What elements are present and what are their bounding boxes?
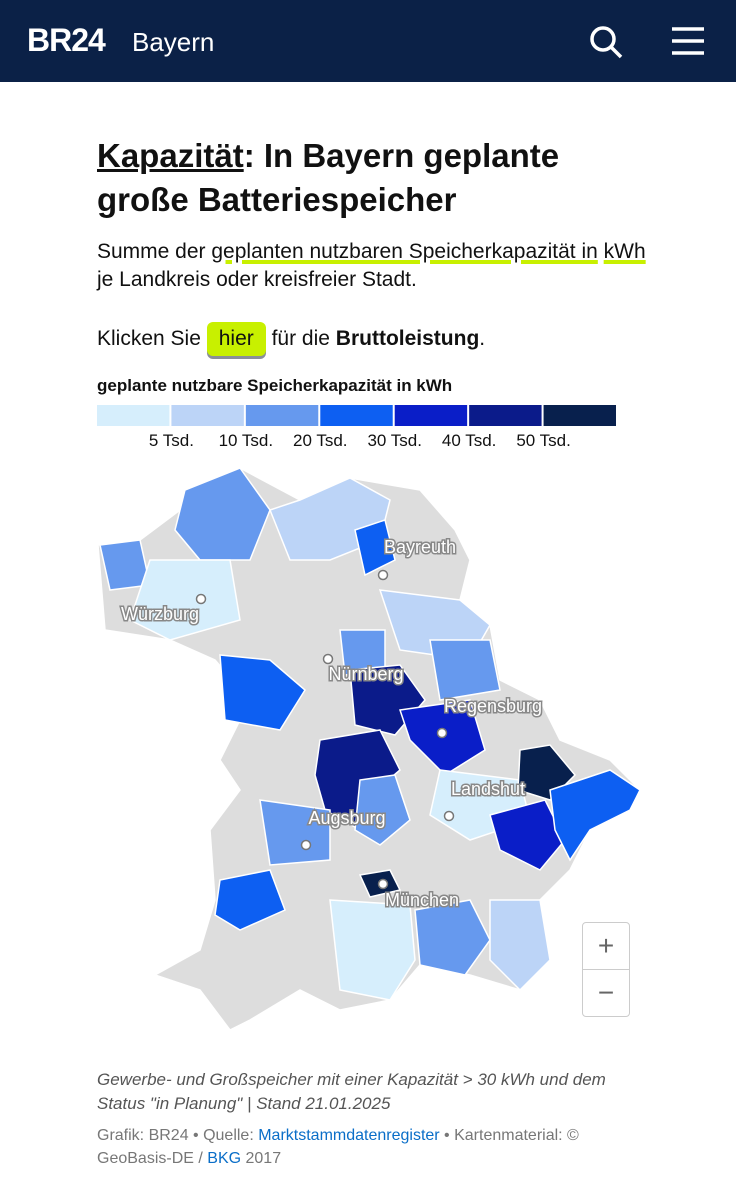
credits: Grafik: BR24 • Quelle: Marktstammdatenre… — [97, 1124, 657, 1170]
legend-label: 40 Tsd. — [442, 431, 497, 450]
city-dot — [322, 653, 334, 665]
text: 2017 — [241, 1150, 282, 1167]
title-link[interactable]: Kapazität — [97, 137, 244, 174]
legend-title: geplante nutzbare Speicherkapazität in k… — [97, 376, 453, 395]
subtitle: Summe der geplanten nutzbaren Speicherka… — [97, 238, 657, 294]
legend-swatch — [543, 405, 616, 426]
region — [489, 899, 551, 992]
region — [414, 899, 491, 976]
text: Klicken Sie — [97, 327, 207, 350]
text: Summe der — [97, 240, 212, 263]
brand-logo[interactable]: BR24 — [27, 22, 106, 58]
region — [354, 519, 396, 577]
legend-swatch — [245, 405, 319, 426]
source-link[interactable]: Marktstammdatenregister — [258, 1127, 440, 1144]
region — [174, 467, 271, 561]
title-text: : In Bayern geplante große Batteriespeic… — [97, 137, 560, 218]
text: . — [479, 327, 486, 350]
legend-swatch — [469, 405, 542, 426]
legend-label: 50 Tsd. — [516, 431, 571, 450]
region — [219, 654, 306, 731]
city-label: Würzburg — [121, 604, 199, 624]
region — [329, 899, 416, 1001]
text: je Landkreis oder kreisfreier Stadt. — [97, 268, 417, 291]
click-line: Klicken Sie hier für die Bruttoleistung. — [97, 322, 485, 356]
legend-swatch — [97, 405, 170, 426]
legend-label: 30 Tsd. — [367, 431, 422, 450]
city-dot — [300, 839, 312, 851]
region — [429, 639, 501, 701]
legend-label: 10 Tsd. — [219, 431, 274, 450]
legend-swatch — [320, 405, 393, 426]
city-label: Regensburg — [444, 696, 542, 716]
region — [549, 769, 641, 862]
text: Grafik: BR24 • Quelle: — [97, 1127, 259, 1144]
legend-label: 20 Tsd. — [293, 431, 348, 450]
search-icon[interactable] — [590, 26, 623, 59]
city-dot — [443, 810, 455, 822]
article-title: Kapazität: In Bayern geplante große Batt… — [97, 134, 657, 222]
highlight: geplanten nutzbaren Speicherkapazität in — [211, 240, 598, 263]
toggle-button[interactable]: hier — [206, 322, 266, 356]
region — [354, 774, 411, 846]
region — [129, 559, 241, 641]
header: BR24 Bayern — [0, 0, 736, 82]
text: für die — [265, 327, 336, 350]
city-dot — [195, 593, 207, 605]
highlight: kWh — [603, 240, 646, 263]
city-dot — [377, 878, 389, 890]
region-name[interactable]: Bayern — [132, 27, 215, 57]
city-label: Augsburg — [308, 808, 385, 828]
bkg-link[interactable]: BKG — [207, 1150, 242, 1167]
zoom-out[interactable]: − — [582, 969, 630, 1017]
region — [259, 799, 331, 866]
legend-label: 5 Tsd. — [149, 431, 194, 450]
legend-swatch — [394, 405, 468, 426]
note: Gewerbe- und Großspeicher mit einer Kapa… — [97, 1070, 606, 1113]
legend: 5 Tsd. 10 Tsd. 20 Tsd. 30 Tsd. 40 Tsd. 50 Tsd… — [97, 405, 616, 450]
city-label: München — [385, 890, 459, 910]
city-dot — [377, 569, 389, 581]
bold-text: Bruttoleistung — [335, 327, 480, 350]
city-dot — [436, 727, 448, 739]
header-icons — [590, 26, 704, 59]
city-label: Landshut — [451, 779, 525, 799]
city-label: Nürnberg — [328, 664, 403, 684]
text: • Kartenmaterial: © GeoBasis-DE / — [97, 1127, 579, 1167]
region — [214, 869, 286, 931]
region — [489, 799, 566, 871]
menu-icon[interactable] — [672, 27, 704, 55]
zoom-in[interactable]: + — [582, 922, 630, 970]
map[interactable]: Bayreuth Würzburg Nürnberg Regensburg Landsh… — [0, 460, 736, 1040]
city-label: Bayreuth — [384, 537, 456, 557]
legend-swatch — [171, 405, 244, 426]
